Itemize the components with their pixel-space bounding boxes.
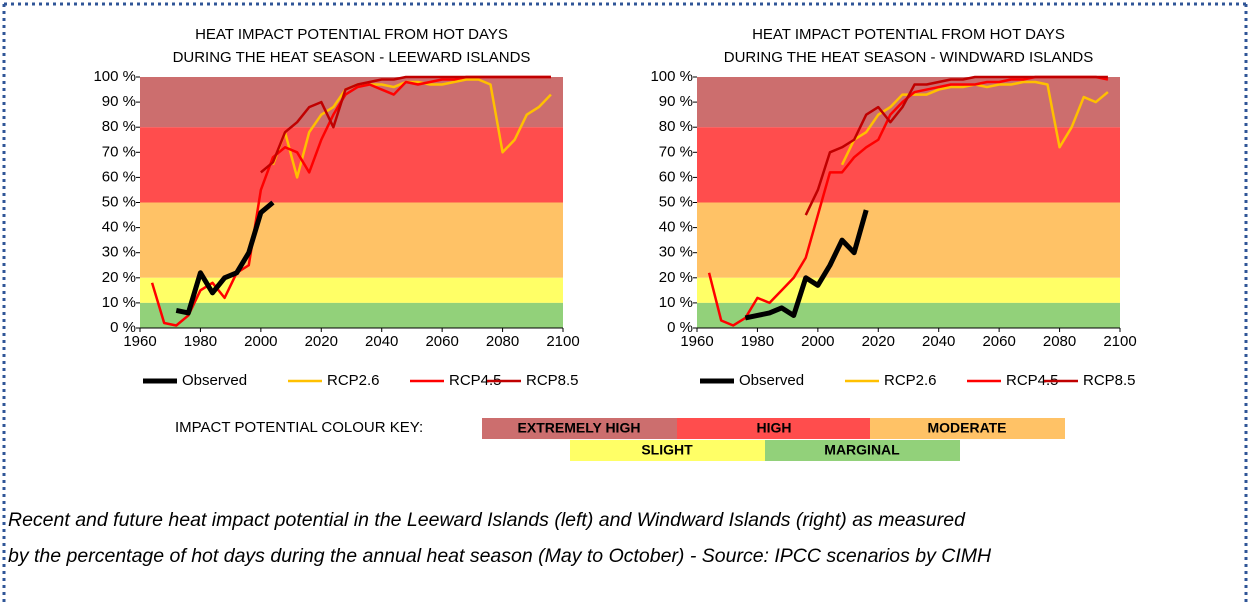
x-tick-label: 1980 xyxy=(184,333,217,350)
impact-band xyxy=(140,302,563,328)
y-tick-label: 90 % xyxy=(102,93,136,110)
y-tick-label: 0 % xyxy=(667,319,693,336)
chart-title: HEAT IMPACT POTENTIAL FROM HOT DAYS xyxy=(195,26,508,43)
legend-label: RCP2.6 xyxy=(884,372,937,389)
y-tick-label: 0 % xyxy=(110,319,136,336)
impact-band xyxy=(697,77,1120,128)
x-tick-label: 2060 xyxy=(982,333,1015,350)
y-tick-label: 100 % xyxy=(650,68,693,85)
caption: Recent and future heat impact potential … xyxy=(8,509,966,531)
y-tick-label: 20 % xyxy=(659,269,693,286)
y-tick-label: 60 % xyxy=(659,168,693,185)
y-tick-label: 60 % xyxy=(102,168,136,185)
legend-label: RCP8.5 xyxy=(1083,372,1136,389)
x-tick-label: 2100 xyxy=(1103,333,1136,350)
legend-label: Observed xyxy=(182,372,247,389)
key-swatch xyxy=(870,418,1065,439)
key-swatch xyxy=(482,418,677,439)
y-tick-label: 80 % xyxy=(659,118,693,135)
chart-title: DURING THE HEAT SEASON - LEEWARD ISLANDS xyxy=(173,49,531,66)
series-line xyxy=(804,75,1108,216)
key-swatch xyxy=(677,418,872,439)
key-swatch xyxy=(765,440,960,461)
key-label: EXTREMELY HIGH xyxy=(518,420,641,436)
y-tick-label: 30 % xyxy=(102,244,136,261)
x-tick-label: 1960 xyxy=(123,333,156,350)
x-tick-label: 2000 xyxy=(801,333,834,350)
legend-label: Observed xyxy=(739,372,804,389)
y-tick-label: 30 % xyxy=(659,244,693,261)
y-tick-label: 70 % xyxy=(102,143,136,160)
y-tick-label: 90 % xyxy=(659,93,693,110)
key-label: MODERATE xyxy=(927,420,1006,436)
y-tick-label: 40 % xyxy=(659,219,693,236)
caption: by the percentage of hot days during the… xyxy=(8,545,992,567)
key-label: SLIGHT xyxy=(641,442,693,458)
chart-title: DURING THE HEAT SEASON - WINDWARD ISLAND… xyxy=(724,49,1094,66)
key-title: IMPACT POTENTIAL COLOUR KEY: xyxy=(175,419,423,436)
impact-band xyxy=(140,127,563,203)
y-tick-label: 40 % xyxy=(102,219,136,236)
y-tick-label: 50 % xyxy=(659,193,693,210)
x-tick-label: 2060 xyxy=(425,333,458,350)
impact-band xyxy=(140,77,563,128)
y-tick-label: 100 % xyxy=(93,68,136,85)
impact-band xyxy=(697,127,1120,203)
impact-band xyxy=(697,277,1120,303)
x-tick-label: 2080 xyxy=(486,333,519,350)
x-tick-label: 2000 xyxy=(244,333,277,350)
legend-label: RCP4.5 xyxy=(449,372,502,389)
x-tick-label: 2040 xyxy=(365,333,398,350)
y-tick-label: 20 % xyxy=(102,269,136,286)
y-tick-label: 10 % xyxy=(659,294,693,311)
legend-label: RCP8.5 xyxy=(526,372,579,389)
y-tick-label: 10 % xyxy=(102,294,136,311)
x-tick-label: 2020 xyxy=(862,333,895,350)
legend-label: RCP2.6 xyxy=(327,372,380,389)
impact-band xyxy=(140,202,563,278)
x-tick-label: 2080 xyxy=(1043,333,1076,350)
x-tick-label: 2040 xyxy=(922,333,955,350)
series-line xyxy=(175,200,275,316)
chart-title: HEAT IMPACT POTENTIAL FROM HOT DAYS xyxy=(752,26,1065,43)
series-line xyxy=(260,75,551,174)
y-tick-label: 50 % xyxy=(102,193,136,210)
x-tick-label: 1980 xyxy=(741,333,774,350)
key-label: HIGH xyxy=(757,420,792,436)
x-tick-label: 1960 xyxy=(680,333,713,350)
key-label: MARGINAL xyxy=(824,442,900,458)
x-tick-label: 2100 xyxy=(546,333,579,350)
x-tick-label: 2020 xyxy=(305,333,338,350)
series-line xyxy=(744,209,869,321)
legend-label: RCP4.5 xyxy=(1006,372,1059,389)
impact-band xyxy=(697,202,1120,278)
y-tick-label: 80 % xyxy=(102,118,136,135)
key-swatch xyxy=(570,440,765,461)
y-tick-label: 70 % xyxy=(659,143,693,160)
